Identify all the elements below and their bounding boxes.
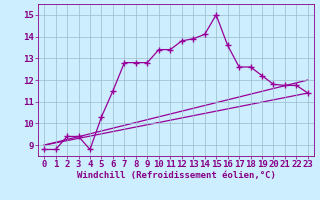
X-axis label: Windchill (Refroidissement éolien,°C): Windchill (Refroidissement éolien,°C)	[76, 171, 276, 180]
